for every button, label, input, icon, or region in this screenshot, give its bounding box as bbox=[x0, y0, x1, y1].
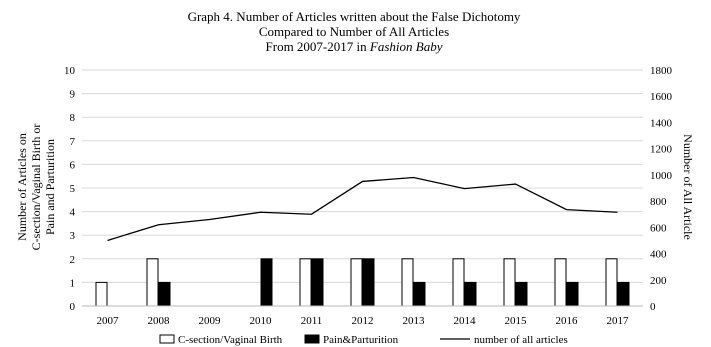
gridlines bbox=[82, 69, 643, 283]
bar-c-section-vaginal-birth-2017 bbox=[605, 258, 618, 307]
x-tick-2017: 2017 bbox=[607, 315, 630, 327]
right-tick-800: 800 bbox=[650, 196, 667, 208]
right-tick-1600: 1600 bbox=[650, 91, 673, 103]
bar-c-section-vaginal-birth-2016 bbox=[554, 258, 567, 307]
x-tick-2012: 2012 bbox=[352, 315, 374, 327]
left-tick-7: 7 bbox=[70, 136, 76, 148]
line-series-group bbox=[107, 176, 618, 242]
left-axis-title-line-1: Number of Articles on bbox=[15, 133, 29, 241]
left-axis-title: Number of Articles on C-section/Vaginal … bbox=[15, 124, 57, 251]
x-tick-2008: 2008 bbox=[148, 315, 171, 327]
right-tick-1200: 1200 bbox=[650, 144, 673, 156]
legend-swatch-c-section bbox=[159, 334, 175, 344]
left-axis-ticks: 0 1 2 3 4 5 6 7 8 9 10 bbox=[64, 65, 76, 313]
bar-pain-parturition-2010 bbox=[260, 258, 273, 307]
chart-title-line-1: Graph 4. Number of Articles written abou… bbox=[188, 9, 521, 24]
legend-label-c-section: C-section/Vaginal Birth bbox=[178, 334, 283, 346]
bar-pain-parturition-2017 bbox=[617, 281, 630, 307]
bar-pain-parturition-2014 bbox=[464, 281, 477, 307]
right-tick-0: 0 bbox=[650, 301, 656, 313]
bar-c-section-vaginal-birth-2011 bbox=[299, 258, 312, 307]
left-tick-4: 4 bbox=[70, 207, 76, 219]
x-axis-ticks: 2007 2008 2009 2010 2011 2012 2013 2014 2015 2016… bbox=[97, 315, 630, 327]
x-tick-2014: 2014 bbox=[454, 315, 477, 327]
chart-title-line-3: From 2007-2017 in Fashion Baby bbox=[266, 39, 443, 54]
right-tick-200: 200 bbox=[650, 275, 667, 287]
x-tick-2010: 2010 bbox=[250, 315, 273, 327]
bar-c-section-vaginal-birth-2013 bbox=[401, 258, 414, 307]
chart-title-line-2: Compared to Number of All Articles bbox=[259, 24, 449, 39]
bar-pain-parturition-2013 bbox=[413, 281, 426, 307]
legend-label-pain: Pain&Parturition bbox=[323, 334, 399, 346]
right-tick-1800: 1800 bbox=[650, 65, 673, 77]
left-tick-10: 10 bbox=[64, 65, 76, 77]
x-tick-2011: 2011 bbox=[301, 315, 323, 327]
legend-swatch-pain bbox=[304, 334, 320, 344]
right-tick-600: 600 bbox=[650, 222, 667, 234]
legend: C-section/Vaginal Birth Pain&Parturition… bbox=[159, 334, 568, 346]
x-tick-2009: 2009 bbox=[199, 315, 222, 327]
bar-pain-parturition-2016 bbox=[566, 281, 579, 307]
right-axis-title: Number of All Article bbox=[681, 134, 695, 240]
bar-c-section-vaginal-birth-2014 bbox=[452, 258, 465, 307]
bar-pain-parturition-2008 bbox=[158, 281, 171, 307]
bar-pain-parturition-2011 bbox=[311, 258, 324, 307]
left-tick-8: 8 bbox=[70, 112, 76, 124]
left-tick-0: 0 bbox=[70, 301, 76, 313]
left-axis-title-line-3: Pain and Parturition bbox=[43, 139, 57, 235]
left-tick-5: 5 bbox=[70, 183, 76, 195]
right-axis-ticks: 0 200 400 600 800 1000 1200 1400 1600 1800 bbox=[650, 65, 673, 313]
left-tick-9: 9 bbox=[70, 89, 76, 101]
chart-title-line-3-text: From 2007-2017 in bbox=[266, 39, 370, 54]
right-tick-400: 400 bbox=[650, 249, 667, 261]
right-tick-1400: 1400 bbox=[650, 117, 673, 129]
bar-c-section-vaginal-birth-2008 bbox=[146, 258, 159, 307]
left-tick-1: 1 bbox=[70, 277, 76, 289]
chart-title-italic: Fashion Baby bbox=[369, 39, 443, 54]
bar-c-section-vaginal-birth-2012 bbox=[350, 258, 363, 307]
left-axis-title-line-2: C-section/Vaginal Birth or bbox=[29, 124, 43, 251]
x-tick-2015: 2015 bbox=[505, 315, 528, 327]
x-tick-2007: 2007 bbox=[97, 315, 120, 327]
left-tick-3: 3 bbox=[70, 230, 76, 242]
bar-pain-parturition-2012 bbox=[362, 258, 375, 307]
bar-series bbox=[95, 258, 630, 307]
right-axis-title-text: Number of All Article bbox=[681, 134, 695, 240]
left-tick-6: 6 bbox=[70, 159, 76, 171]
x-tick-2016: 2016 bbox=[556, 315, 579, 327]
right-tick-1000: 1000 bbox=[650, 170, 673, 182]
x-tick-2013: 2013 bbox=[403, 315, 426, 327]
bar-c-section-vaginal-birth-2015 bbox=[503, 258, 516, 307]
line-number-of-all-articles bbox=[107, 176, 618, 242]
bar-pain-parturition-2015 bbox=[515, 281, 528, 307]
legend-label-line: number of all articles bbox=[474, 334, 568, 346]
bar-c-section-vaginal-birth-2007 bbox=[95, 281, 108, 307]
left-tick-2: 2 bbox=[70, 254, 76, 266]
